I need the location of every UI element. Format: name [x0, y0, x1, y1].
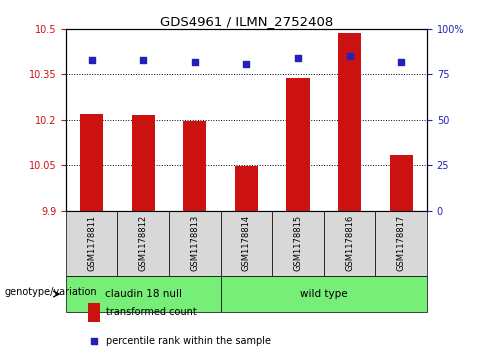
Bar — [221, 211, 272, 276]
Bar — [87, 303, 100, 322]
Bar — [235, 166, 258, 211]
Point — [140, 57, 147, 63]
Bar — [272, 211, 324, 276]
Bar — [183, 121, 206, 211]
Bar — [80, 114, 103, 211]
Text: GSM1178811: GSM1178811 — [87, 215, 96, 271]
Text: genotype/variation: genotype/variation — [5, 287, 98, 297]
Text: GSM1178815: GSM1178815 — [293, 215, 303, 271]
Text: wild type: wild type — [300, 289, 347, 299]
Text: transformed count: transformed count — [105, 307, 196, 317]
Bar — [169, 211, 221, 276]
Point — [191, 59, 199, 65]
Bar — [324, 211, 375, 276]
Point — [397, 59, 405, 65]
Text: GSM1178814: GSM1178814 — [242, 215, 251, 271]
Bar — [221, 276, 427, 312]
Bar — [118, 211, 169, 276]
Bar — [389, 155, 413, 211]
Text: percentile rank within the sample: percentile rank within the sample — [105, 336, 271, 346]
Bar — [286, 78, 309, 211]
Bar — [66, 276, 221, 312]
Bar — [375, 211, 427, 276]
Point — [294, 55, 302, 61]
Point — [243, 61, 250, 66]
Text: GSM1178817: GSM1178817 — [397, 215, 406, 271]
Point — [90, 338, 98, 344]
Bar — [66, 211, 118, 276]
Text: GSM1178812: GSM1178812 — [139, 215, 148, 271]
Bar — [132, 115, 155, 211]
Title: GDS4961 / ILMN_2752408: GDS4961 / ILMN_2752408 — [160, 15, 333, 28]
Text: GSM1178813: GSM1178813 — [190, 215, 200, 271]
Point — [88, 57, 96, 63]
Text: claudin 18 null: claudin 18 null — [105, 289, 182, 299]
Point — [346, 53, 353, 59]
Bar — [338, 33, 361, 211]
Text: GSM1178816: GSM1178816 — [345, 215, 354, 271]
